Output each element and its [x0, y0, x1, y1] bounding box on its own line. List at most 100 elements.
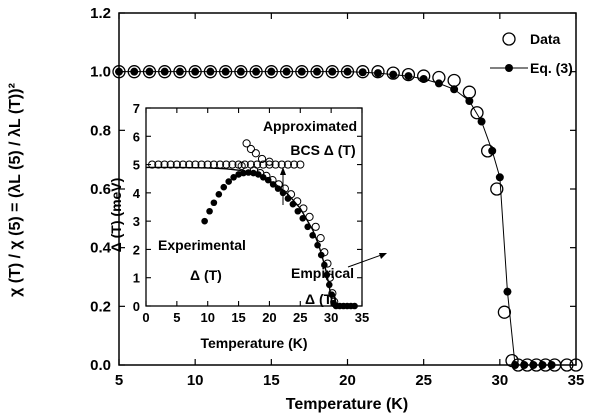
data-point	[386, 66, 400, 80]
eq3-point	[465, 97, 474, 105]
inset-ticks	[145, 107, 363, 307]
eq3-point	[115, 67, 123, 76]
inset-filled-point	[201, 217, 208, 225]
inset-open-point	[325, 273, 335, 282]
data-point	[218, 65, 233, 79]
inset-y-tick-label: 6	[133, 129, 140, 144]
inset-open-point	[277, 160, 286, 169]
eq3-point	[495, 173, 504, 182]
data-point	[560, 358, 574, 372]
main-x-tick-label: 35	[568, 372, 585, 389]
inset-open-point	[242, 139, 251, 148]
inset-open-point	[290, 160, 299, 169]
inset-plot-frame	[145, 107, 363, 307]
inset-open-point	[280, 184, 289, 193]
data-point	[538, 358, 553, 372]
inset-open-point	[246, 144, 256, 154]
main-y-tick-label: 0.8	[90, 122, 111, 139]
arrow-empirical	[347, 253, 385, 268]
inset-filled-point	[220, 183, 228, 191]
inset-open-point	[178, 160, 188, 169]
data-point	[401, 67, 416, 82]
data-point	[127, 65, 141, 79]
annotation-experimental: Experimental	[158, 237, 246, 253]
eq3-point	[450, 85, 459, 94]
inset-open-point	[251, 149, 260, 158]
inset-x-tick-label: 20	[262, 310, 276, 325]
data-point	[480, 144, 495, 158]
eq3-point	[373, 69, 382, 78]
data-point	[188, 65, 202, 79]
inset-open-point	[191, 160, 200, 169]
inset-open-point	[197, 160, 206, 169]
data-point	[432, 70, 446, 85]
inset-open-point	[265, 157, 274, 166]
eq3-point	[206, 67, 215, 76]
inset-open-point	[330, 297, 339, 306]
eq3-point	[297, 67, 306, 76]
inset-x-tick-label: 15	[231, 310, 245, 325]
inset-chart: 0 5 10 15 20 25 30 35 0 1 2 3 4 5 6 7 Temperature (K) Δ…	[108, 101, 387, 351]
inset-open-point	[209, 160, 218, 169]
eq3-point	[419, 75, 428, 83]
inset-y-tick-label: 7	[133, 101, 140, 116]
legend-eq3-marker	[505, 64, 513, 72]
inset-open-point	[305, 212, 314, 221]
main-x-tick-label: 30	[491, 372, 508, 389]
inset-filled-point	[309, 231, 316, 239]
inset-open-point	[237, 161, 246, 171]
inset-x-tick-label: 10	[200, 310, 214, 325]
legend-data-marker	[502, 32, 516, 46]
inset-open-point	[203, 160, 212, 169]
data-point	[249, 65, 263, 79]
inset-y-tick-label: 1	[133, 271, 140, 286]
inset-open-point	[262, 171, 271, 180]
main-y-tick-label: 0.2	[90, 298, 111, 315]
main-x-axis-label: Temperature (K)	[286, 396, 408, 413]
data-point	[462, 85, 477, 99]
inset-x-tick-label: 0	[142, 310, 149, 325]
annotation-empirical-delta: Δ (T)	[305, 291, 337, 307]
inset-filled-point	[215, 190, 223, 198]
data-point	[569, 358, 583, 372]
inset-open-point	[328, 289, 337, 298]
eq3-point	[160, 67, 169, 76]
inset-filled-point	[325, 281, 333, 289]
data-point	[529, 358, 544, 372]
inset-filled-point	[230, 174, 237, 181]
main-series	[112, 65, 583, 372]
inset-open-point	[154, 160, 163, 169]
inset-open-point	[148, 160, 157, 169]
inset-open-point	[320, 248, 329, 257]
eq3-point	[145, 67, 154, 76]
inset-filled-point	[210, 199, 218, 207]
eq3-point	[130, 67, 139, 76]
inset-open-point	[222, 160, 231, 169]
inset-open-point	[257, 154, 267, 164]
data-point	[470, 106, 484, 120]
data-point	[173, 65, 187, 79]
eq3-point	[488, 146, 497, 155]
data-point	[112, 65, 126, 79]
inset-y-tick-label: 3	[133, 214, 140, 229]
inset-open-point	[283, 160, 293, 169]
eq3-point	[175, 67, 184, 76]
data-point	[158, 65, 172, 79]
data-point	[340, 65, 355, 79]
data-point	[497, 305, 512, 319]
inset-x-tick-label: 35	[355, 310, 369, 325]
inset-filled-point	[206, 207, 213, 215]
eq3-point	[313, 67, 322, 76]
eq3-point	[221, 67, 230, 76]
eq3-point	[503, 287, 512, 296]
inset-open-point	[323, 259, 332, 268]
eq3-point	[477, 117, 486, 126]
inset-filled-point	[314, 241, 321, 249]
eq3-point	[191, 67, 200, 76]
main-x-tick-label: 25	[415, 372, 432, 389]
main-y-tick-label: 1.2	[90, 5, 111, 22]
main-y-tick-label: 0.6	[90, 181, 111, 198]
data-point	[234, 65, 248, 79]
eq3-point	[343, 67, 352, 76]
